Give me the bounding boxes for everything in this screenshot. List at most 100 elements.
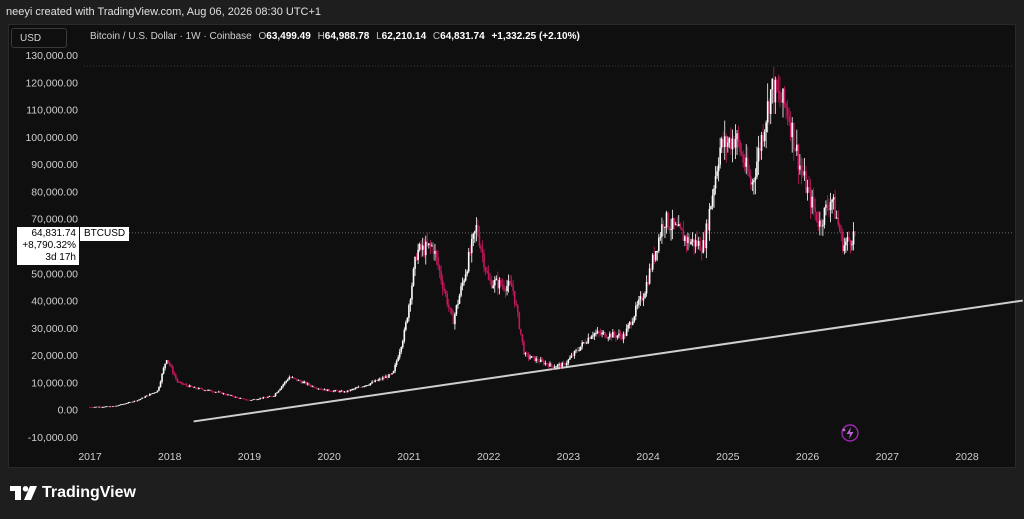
candle-body [124,403,127,405]
y-tick-label: 70,000.00 [31,214,78,226]
candle-body [263,397,266,399]
candle-body [493,279,496,286]
candle-body [227,394,229,396]
candle-body [480,246,482,249]
candle-body [654,251,657,261]
candle-body [705,223,708,249]
candle-body [838,224,841,232]
candle-body [409,299,412,306]
candle-body [239,398,242,399]
candle-body [536,358,539,362]
candle-body [414,257,416,269]
candle-body [221,392,223,394]
candle-body [529,357,531,359]
y-tick-label: 120,000.00 [25,77,78,89]
candle-body [444,290,447,295]
lightning-bolt-icon[interactable] [841,424,859,442]
candle-body [270,396,272,397]
candle-body [559,363,562,367]
candle-body [630,321,633,325]
candle-body [777,90,780,92]
candle-body [470,238,473,253]
candle-body [552,365,554,368]
candle-body [690,241,692,245]
candle-body [317,388,320,390]
candle-body [326,389,329,392]
candle-body [521,334,524,342]
candle-body [162,368,165,374]
price-tag-price: 64,831.74 [31,228,77,239]
candle-body [601,332,603,335]
candle-body [254,399,257,401]
candle-body [817,220,820,227]
candle-body [624,333,626,336]
candle-body [199,387,202,389]
x-tick-label: 2024 [636,451,660,463]
candle-body [579,346,582,351]
candle-body [302,381,304,384]
candle-body [497,278,499,289]
currency-button[interactable]: USD [11,28,67,48]
candle-body [392,370,395,374]
candle-body [739,141,741,153]
candle-body [245,399,248,401]
candle-body [116,405,119,407]
candle-body [345,391,347,393]
candle-body [691,239,694,242]
candle-body [823,207,826,225]
candle-body [543,360,545,365]
chart-panel[interactable] [8,24,1016,468]
candle-body [115,405,117,407]
legend-symbol[interactable]: Bitcoin / U.S. Dollar · 1W · Coinbase [90,31,252,42]
candle-body [389,374,392,376]
candle-body [460,286,462,296]
candle-body [842,231,844,252]
candle-body [127,402,130,404]
candle-body [300,381,303,384]
candle-body [507,280,510,286]
candle-body [230,395,232,397]
candle-body [294,378,297,379]
candle-body [164,363,166,369]
candle-body [754,176,757,181]
candle-body [441,280,444,289]
candle-body [658,237,660,252]
candle-body [840,231,843,233]
candle-body [204,390,206,392]
trendline[interactable] [193,299,1023,423]
candle-body [452,314,455,325]
candle-body [472,233,475,239]
candle-body [653,254,656,261]
candle-body [236,396,238,398]
candle-body [374,380,376,382]
y-tick-label: -10,000.00 [28,432,78,444]
candle-body [437,257,439,266]
candle-body [684,236,686,241]
candle-body [403,329,406,342]
candle-body [549,363,551,367]
candle-body [130,402,133,403]
candle-body [237,397,240,399]
candle-body [219,391,222,393]
candle-body [547,364,550,367]
candle-body [394,364,396,371]
candle-body [596,331,599,333]
candle-body [837,217,840,225]
candle-body [566,363,568,366]
candle-body [274,393,277,396]
candle-body [397,357,399,361]
candle-body [159,381,162,387]
candle-body [248,399,251,401]
candle-body [719,147,721,165]
candle-body [308,383,311,386]
candle-body [731,138,734,150]
candle-body [768,101,771,114]
candle-body [538,361,541,363]
candle-body [558,363,560,365]
candle-body [316,388,318,389]
tradingview-brand[interactable]: TradingView [10,483,136,503]
candle-body [704,240,706,249]
candle-body [593,333,596,336]
candle-body [279,388,281,391]
